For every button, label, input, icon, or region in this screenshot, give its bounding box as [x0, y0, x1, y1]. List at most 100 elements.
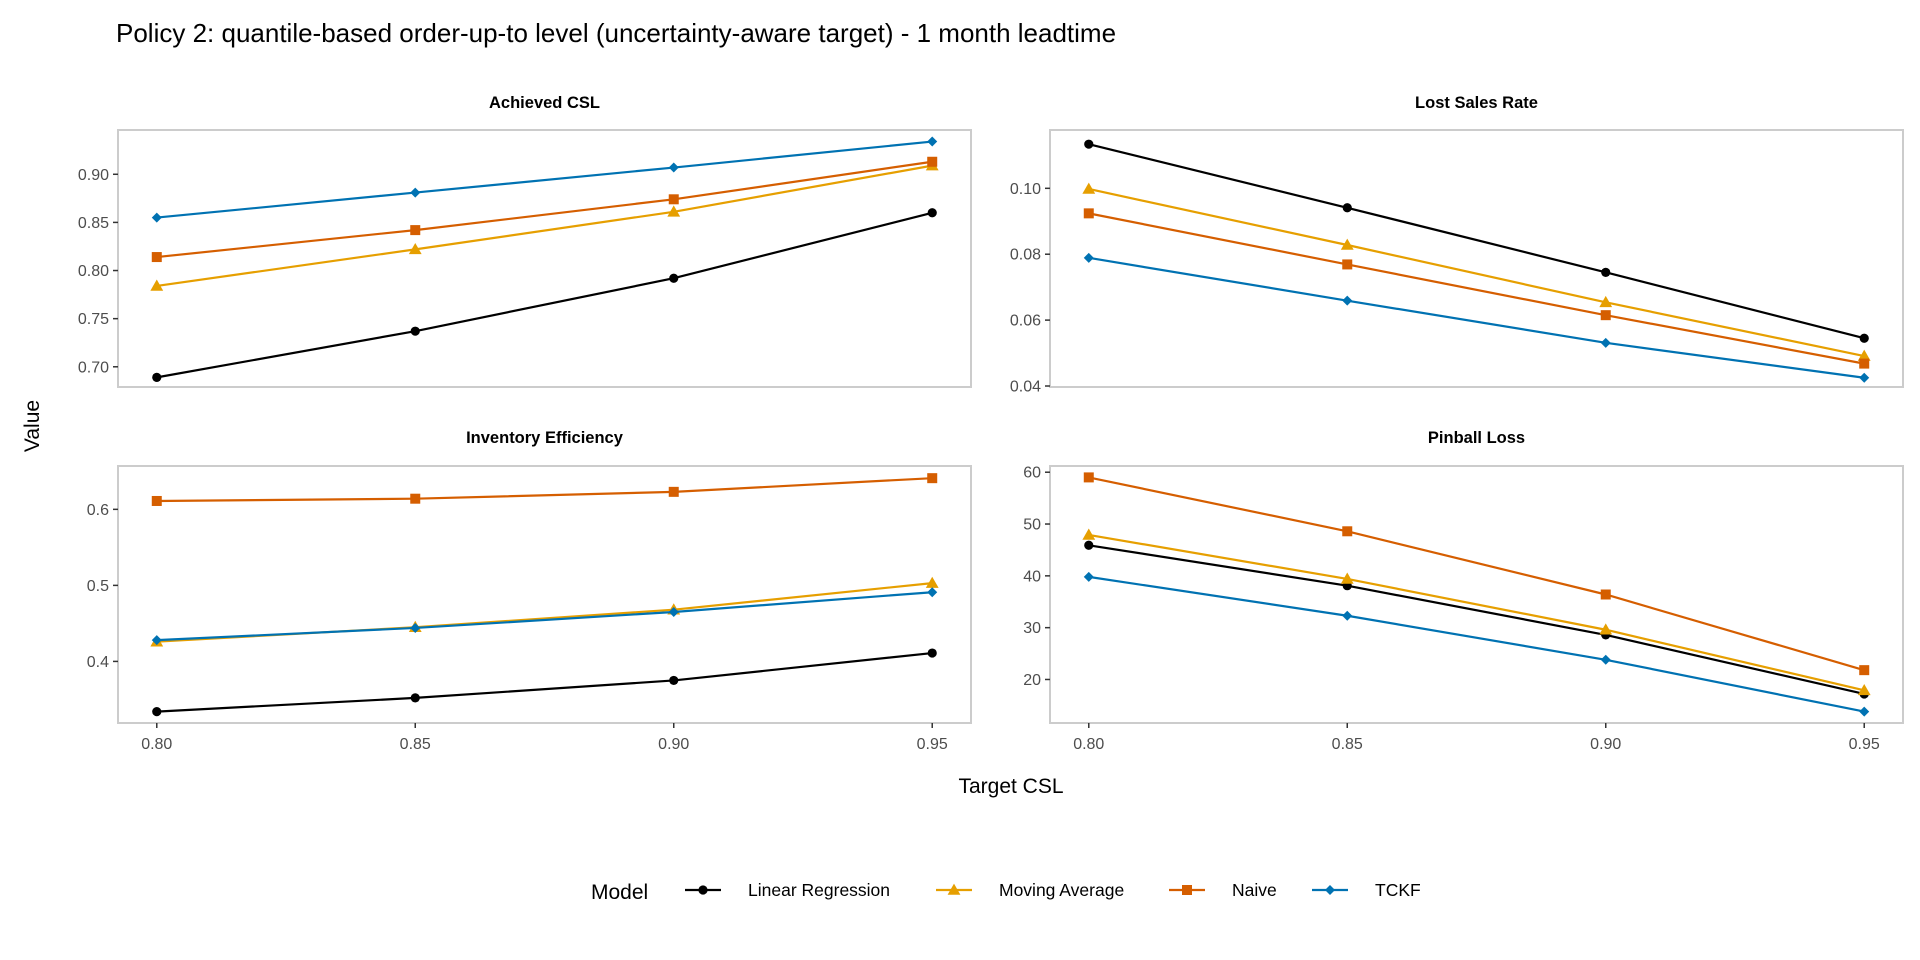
series-line: [156, 164, 933, 288]
y-tick-label: 0.70: [78, 359, 109, 376]
data-point: [1600, 310, 1611, 321]
data-point: [667, 205, 681, 217]
data-point: [668, 606, 679, 617]
data-point: [1342, 203, 1352, 213]
data-point: [927, 473, 938, 484]
x-tick-label: 0.95: [917, 736, 948, 753]
legend-label: Linear Regression: [748, 880, 890, 900]
y-tick-label: 0.4: [87, 654, 109, 671]
data-point: [925, 576, 939, 588]
chart-title: Policy 2: quantile-based order-up-to lev…: [116, 18, 1116, 48]
data-point: [152, 372, 162, 382]
panel-title: Pinball Loss: [1428, 429, 1525, 447]
data-point: [1342, 526, 1353, 537]
data-point: [927, 156, 938, 167]
data-point: [1599, 623, 1613, 635]
series-line: [156, 591, 933, 642]
data-point: [1600, 654, 1611, 665]
legend-key-marker: [947, 883, 961, 895]
data-point: [410, 693, 420, 703]
data-point: [1082, 528, 1096, 540]
data-point: [1084, 540, 1094, 550]
data-point: [410, 326, 420, 336]
series-line: [1088, 476, 1865, 672]
legend-item-linear-regression: Linear Regression: [685, 880, 890, 900]
y-tick-label: 0.75: [78, 311, 109, 328]
legend-key-marker: [1325, 885, 1335, 895]
series-linear-regression: [152, 208, 937, 382]
series-line: [1088, 143, 1865, 340]
data-point: [151, 252, 162, 263]
series-line: [1088, 187, 1865, 358]
y-tick-label: 0.08: [1010, 247, 1041, 264]
x-axis-title: Target CSL: [958, 775, 1063, 798]
data-point: [410, 493, 421, 504]
data-point: [669, 273, 679, 283]
data-point: [1600, 589, 1611, 600]
y-tick-label: 0.85: [78, 215, 109, 232]
legend-item-moving-average: Moving Average: [936, 880, 1124, 900]
x-tick-label: 0.95: [1849, 736, 1880, 753]
panel-pinball-loss: Pinball Loss 20 30 40 50 60 0.80 0.85 0.90 0.95: [1023, 429, 1904, 753]
data-point: [668, 486, 679, 497]
series-naive: [1083, 208, 1870, 369]
data-point: [927, 587, 938, 598]
panel-inventory-efficiency: Inventory Efficiency 0.4 0.5 0.6 0.80 0.85 0.9…: [87, 429, 972, 753]
data-point: [1600, 337, 1611, 348]
panels: Achieved CSL 0.70 0.75 0.80 0.85 0.90 Lost Sal…: [78, 94, 1904, 753]
data-point: [1342, 259, 1353, 270]
y-tick-label: 0.5: [87, 578, 109, 595]
y-tick-label: 0.06: [1010, 313, 1041, 330]
data-point: [150, 279, 164, 291]
data-point: [927, 136, 938, 147]
series-line: [156, 651, 933, 713]
y-tick-label: 0.80: [78, 263, 109, 280]
data-point: [1601, 267, 1611, 277]
panel-title: Lost Sales Rate: [1415, 94, 1538, 112]
x-tick-label: 0.80: [1073, 736, 1104, 753]
panel-border: [1049, 129, 1904, 388]
series-tckf: [1083, 571, 1870, 717]
series-line: [156, 140, 933, 219]
data-point: [1859, 706, 1870, 717]
data-point: [1082, 182, 1096, 194]
x-tick-label: 0.80: [141, 736, 172, 753]
data-point: [1857, 683, 1871, 696]
data-point: [1859, 358, 1870, 369]
data-point: [1340, 572, 1354, 584]
series-line: [1088, 575, 1865, 713]
panel-achieved-csl: Achieved CSL 0.70 0.75 0.80 0.85 0.90: [78, 94, 972, 388]
y-axis-title: Value: [21, 400, 44, 452]
data-point: [1599, 295, 1613, 308]
data-point: [669, 675, 679, 686]
y-tick-label: 40: [1023, 568, 1041, 585]
data-point: [1342, 610, 1353, 621]
panel-border: [1049, 465, 1904, 724]
legend: Model Linear Regression Moving Average Nai…: [591, 880, 1421, 904]
data-point: [1083, 472, 1094, 483]
y-tick-label: 0.6: [87, 502, 109, 519]
legend-key-marker: [1182, 885, 1192, 895]
legend-label: Moving Average: [999, 880, 1124, 900]
data-point: [927, 648, 937, 658]
panel-lost-sales-rate: Lost Sales Rate 0.04 0.06 0.08 0.10: [1010, 94, 1904, 396]
data-point: [151, 212, 162, 223]
series-tckf: [151, 587, 938, 646]
series-line: [1088, 533, 1865, 692]
series-moving-average: [150, 576, 939, 647]
series-line: [156, 211, 933, 379]
data-point: [410, 225, 421, 236]
x-tick-label: 0.90: [658, 736, 689, 753]
y-tick-label: 20: [1023, 672, 1041, 689]
series-naive: [151, 473, 938, 506]
x-tick-label: 0.85: [1332, 736, 1363, 753]
data-point: [151, 495, 162, 506]
series-tckf: [1083, 252, 1870, 383]
data-point: [1083, 252, 1094, 263]
series-moving-average: [1082, 528, 1871, 696]
panel-border: [117, 129, 972, 388]
series-linear-regression: [1084, 139, 1869, 343]
data-point: [927, 208, 937, 218]
data-point: [1859, 372, 1870, 383]
